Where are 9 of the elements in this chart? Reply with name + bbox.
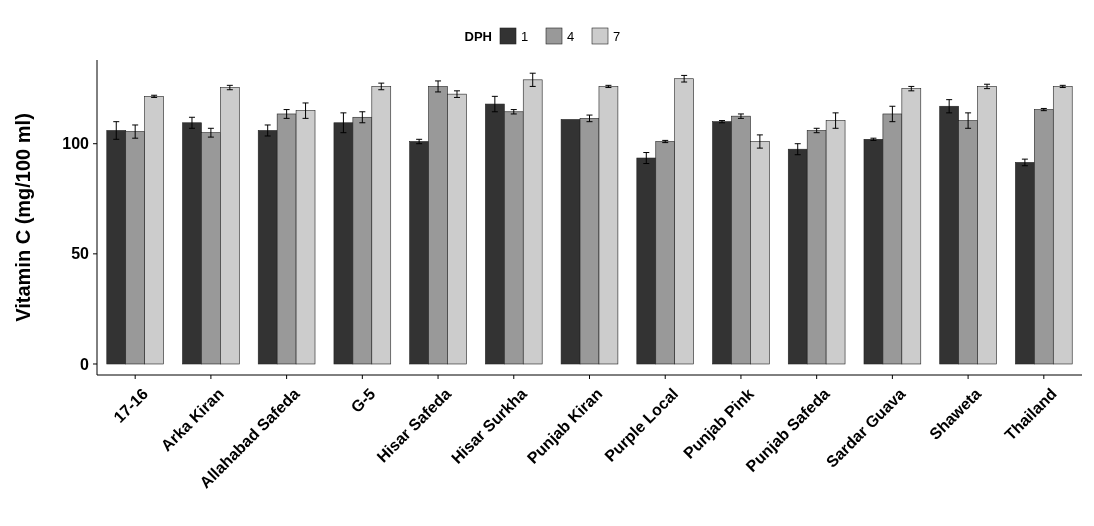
y-tick-label: 50: [71, 245, 90, 263]
legend-label: 4: [567, 28, 575, 44]
legend-label: 7: [613, 28, 621, 44]
x-tick-label: G-5: [347, 384, 379, 416]
legend-title: DPH: [464, 28, 492, 44]
y-tick-label: 100: [62, 135, 90, 153]
legend-label: 1: [521, 28, 529, 44]
y-tick-label: 0: [80, 355, 90, 373]
y-axis-title: Vitamin C (mg/100 ml): [12, 113, 34, 322]
